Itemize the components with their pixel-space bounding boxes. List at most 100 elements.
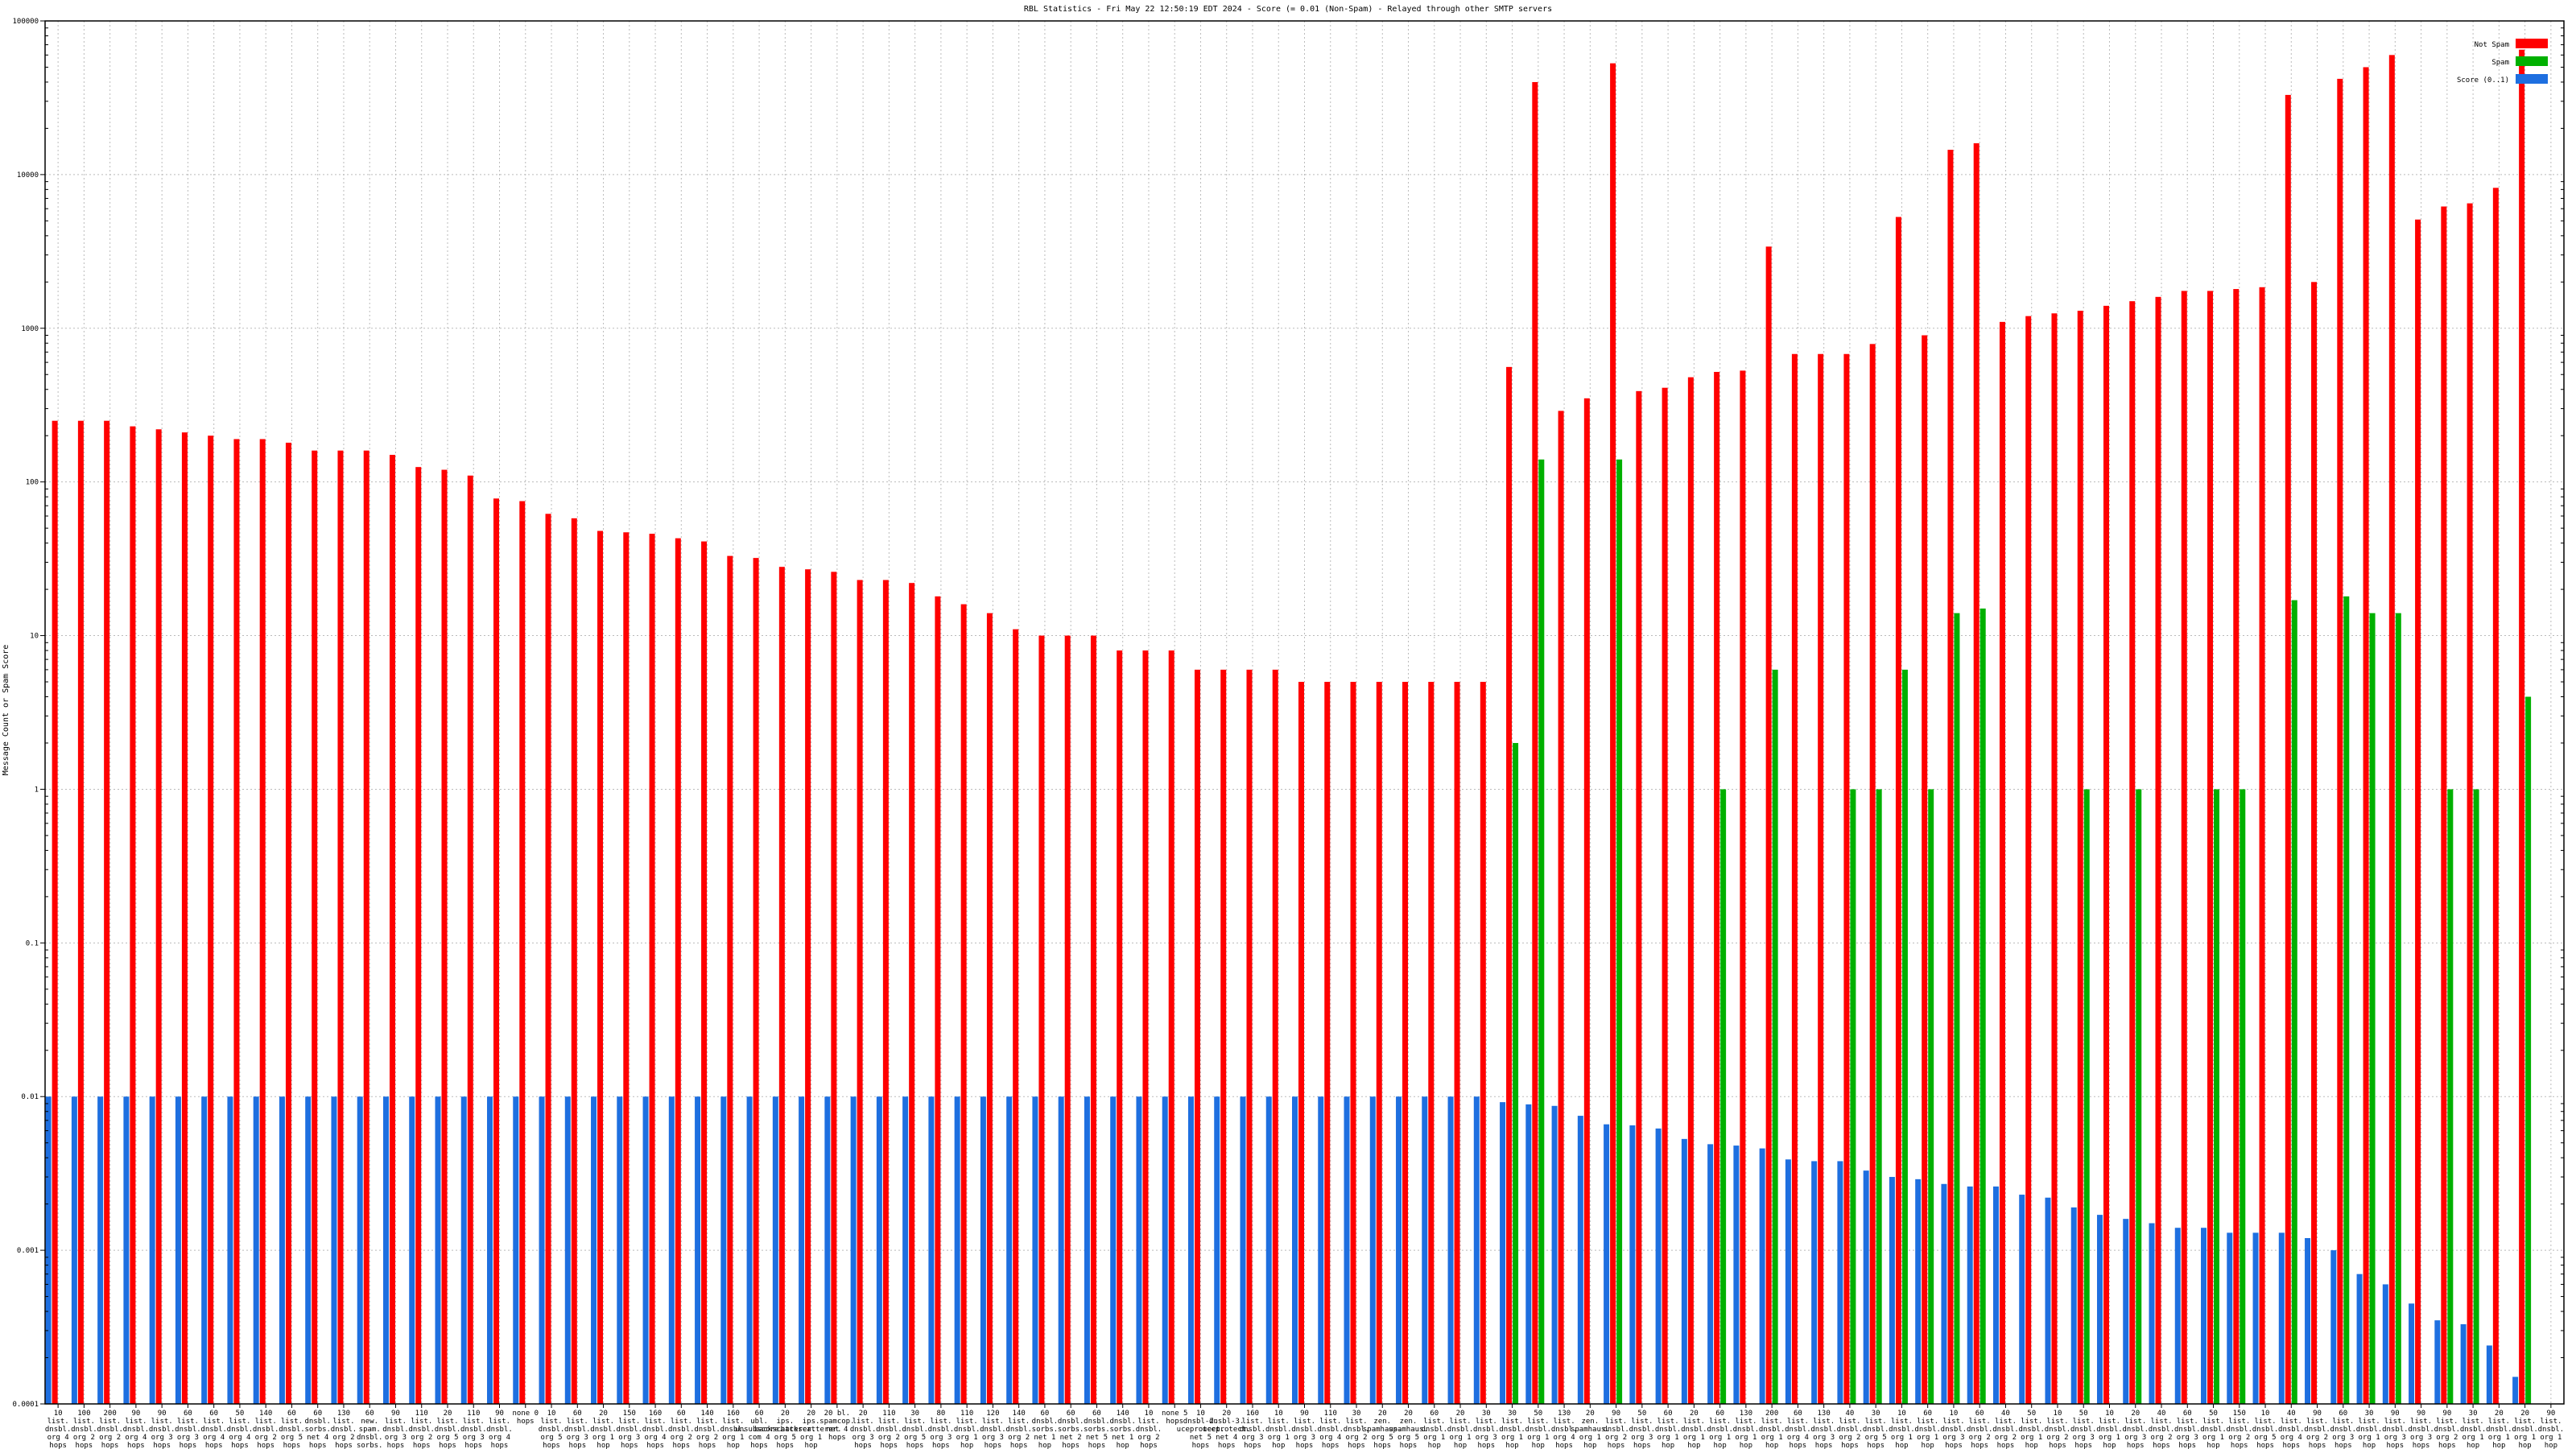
bar-not-spam xyxy=(1480,682,1486,1404)
bar-not-spam xyxy=(77,420,84,1404)
bar-spam xyxy=(1720,789,1727,1404)
bar-score xyxy=(1604,1124,1610,1404)
bar-score xyxy=(409,1096,415,1404)
bar-not-spam xyxy=(2051,313,2058,1404)
bar-spam xyxy=(2214,789,2220,1404)
bar-score xyxy=(746,1096,753,1404)
bar-score xyxy=(2201,1228,2207,1404)
bar-score xyxy=(1032,1096,1038,1404)
bar-score xyxy=(382,1096,389,1404)
category-label: 60 list. dnsbl. org 4 hops xyxy=(1785,1410,1811,1449)
category-label: 20 list. dnsbl. org 1 hop xyxy=(2512,1410,2538,1449)
bar-score xyxy=(305,1096,312,1404)
bar-score xyxy=(1733,1146,1740,1404)
category-label: 10 dnsbl-2. uceprotect. net 5 hops xyxy=(1177,1410,1225,1449)
bar-spam xyxy=(2395,613,2401,1404)
bar-score xyxy=(1084,1096,1090,1404)
bar-not-spam xyxy=(1999,321,2005,1405)
bar-not-spam xyxy=(208,436,214,1404)
bar-not-spam xyxy=(675,538,681,1404)
bar-score xyxy=(2382,1284,2388,1404)
category-label: 90 list. dnsbl. org 4 hops xyxy=(486,1410,513,1449)
bar-not-spam xyxy=(1583,398,1590,1405)
bar-spam xyxy=(1979,608,1986,1404)
bar-not-spam xyxy=(1687,377,1694,1405)
category-label: 60 list. dnsbl. org 5 hops xyxy=(279,1410,305,1449)
bar-not-spam xyxy=(2415,219,2421,1405)
category-label: none 0 hops xyxy=(513,1410,539,1426)
bar-not-spam xyxy=(909,583,915,1404)
category-label: 90 list. dnsbl. org 3 hops xyxy=(382,1410,409,1449)
category-label: 50 list. dnsbl. org 3 hops xyxy=(2070,1410,2097,1449)
category-label: 130 list. dnsbl. org 2 hops xyxy=(331,1410,357,1449)
category-label: 20 zen. spamhaus. org 1 hop xyxy=(1571,1410,1610,1449)
bar-spam xyxy=(1876,789,1882,1404)
category-label: 140 list. dnsbl. org 2 hops xyxy=(253,1410,279,1449)
bar-spam xyxy=(1538,459,1545,1404)
bar-score xyxy=(1162,1096,1168,1404)
category-label: 50 list. dnsbl. org 1 hop xyxy=(2200,1410,2227,1449)
category-label: 140 dnsbl. sorbs. net 1 hop xyxy=(1109,1410,1136,1449)
bar-not-spam xyxy=(1973,142,1979,1404)
category-label: 50 list. dnsbl. org 4 hops xyxy=(227,1410,254,1449)
bar-score xyxy=(1187,1096,1194,1404)
category-label: 90 list. dnsbl. org 1 hop xyxy=(2538,1410,2565,1449)
bar-not-spam xyxy=(960,604,967,1404)
bar-score xyxy=(668,1096,675,1404)
bar-not-spam xyxy=(2181,291,2187,1404)
bar-spam xyxy=(1928,789,1934,1404)
category-label: 20 list. dnsbl. org 1 hop xyxy=(1447,1410,1474,1449)
y-tick-labels: 0.0001 0.001 0.01 0.1 1 10 100 1000 10000 100000 xyxy=(12,18,39,1409)
bar-not-spam xyxy=(2233,289,2240,1405)
bar-not-spam xyxy=(2285,94,2291,1404)
bar-not-spam xyxy=(2492,188,2499,1405)
bar-score xyxy=(954,1096,960,1404)
bar-score xyxy=(928,1096,935,1404)
bar-not-spam xyxy=(104,420,110,1404)
bar-score xyxy=(201,1096,208,1404)
bar-not-spam xyxy=(753,558,759,1404)
category-label: 60 list. dnsbl. org 3 hops xyxy=(2330,1410,2357,1449)
bar-not-spam xyxy=(935,596,941,1404)
category-label: 130 list. dnsbl. org 4 hops xyxy=(1551,1410,1578,1449)
bar-not-spam xyxy=(1090,635,1096,1404)
grid-lines xyxy=(45,20,2564,1405)
bar-not-spam xyxy=(1818,353,1824,1404)
bar-not-spam xyxy=(181,432,188,1404)
category-label: 60 list. dnsbl. org 1 hop xyxy=(1914,1410,1941,1449)
bar-not-spam xyxy=(831,572,837,1404)
bar-not-spam xyxy=(1168,650,1174,1404)
category-label: 40 list. dnsbl. org 4 hops xyxy=(2278,1410,2305,1449)
bar-not-spam xyxy=(1376,682,1382,1404)
category-label: 90 list. dnsbl. org 4 hops xyxy=(123,1410,150,1449)
bar-not-spam xyxy=(2441,206,2447,1404)
category-label: 60 list. dnsbl. org 3 hops xyxy=(564,1410,591,1449)
bar-not-spam xyxy=(2363,67,2369,1405)
bar-not-spam xyxy=(1117,650,1123,1404)
bar-score xyxy=(1577,1116,1583,1404)
bar-score xyxy=(357,1096,363,1404)
bar-not-spam xyxy=(1428,682,1435,1404)
bar-score xyxy=(2123,1219,2129,1404)
bar-score xyxy=(1837,1161,1843,1404)
bar-not-spam xyxy=(2388,55,2395,1404)
bar-not-spam xyxy=(52,420,58,1404)
bar-score xyxy=(2486,1345,2492,1404)
bar-not-spam xyxy=(2077,311,2083,1405)
bar-spam xyxy=(2473,789,2479,1404)
y-tick-label: 10 xyxy=(30,633,39,641)
bar-not-spam xyxy=(882,580,889,1404)
category-label: 90 list. dnsbl. org 3 hops xyxy=(149,1410,175,1449)
y-tick-label: 10000 xyxy=(17,171,39,180)
bar-score xyxy=(279,1096,285,1404)
bar-not-spam xyxy=(1272,669,1278,1404)
bar-not-spam xyxy=(1636,390,1642,1404)
category-label: 60 list. dnsbl. org 3 hops xyxy=(175,1410,201,1449)
bar-not-spam xyxy=(1506,366,1513,1404)
category-label: 20 ips. backscatterer. org 5 hops xyxy=(754,1410,815,1449)
category-label: 110 list. dnsbl. org 4 hops xyxy=(1317,1410,1344,1449)
bar-not-spam xyxy=(986,613,993,1404)
category-label: 10 list. dnsbl. org 5 hops xyxy=(539,1410,565,1449)
